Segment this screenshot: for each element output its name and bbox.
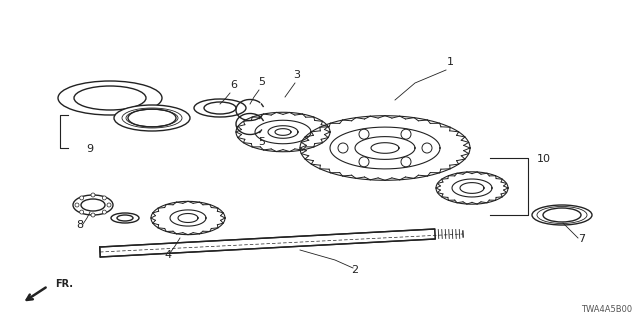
Ellipse shape: [73, 195, 113, 215]
Text: 6: 6: [230, 80, 237, 90]
Text: 5: 5: [259, 137, 266, 147]
Text: FR.: FR.: [55, 279, 73, 289]
Text: 3: 3: [294, 70, 301, 80]
Ellipse shape: [204, 102, 236, 114]
Ellipse shape: [117, 215, 133, 221]
Circle shape: [401, 157, 411, 167]
Ellipse shape: [543, 208, 581, 222]
Circle shape: [102, 196, 106, 200]
Circle shape: [75, 203, 79, 207]
Circle shape: [422, 143, 432, 153]
Polygon shape: [100, 229, 435, 257]
Circle shape: [80, 210, 84, 214]
Text: 9: 9: [86, 144, 93, 154]
Text: 2: 2: [351, 265, 358, 275]
Text: TWA4A5B00: TWA4A5B00: [581, 305, 632, 314]
Ellipse shape: [114, 105, 190, 131]
Circle shape: [102, 210, 106, 214]
Ellipse shape: [128, 109, 176, 127]
Ellipse shape: [81, 199, 105, 211]
Text: 4: 4: [164, 250, 172, 260]
Circle shape: [80, 196, 84, 200]
Circle shape: [338, 143, 348, 153]
Circle shape: [359, 157, 369, 167]
Circle shape: [359, 129, 369, 139]
Text: 8: 8: [76, 220, 84, 230]
Ellipse shape: [532, 205, 592, 225]
Ellipse shape: [58, 81, 162, 115]
Text: 10: 10: [537, 154, 551, 164]
Ellipse shape: [194, 99, 246, 117]
Circle shape: [91, 213, 95, 217]
Text: 7: 7: [579, 234, 586, 244]
Ellipse shape: [111, 213, 139, 223]
Circle shape: [91, 193, 95, 197]
Text: 1: 1: [447, 57, 454, 67]
Text: 5: 5: [259, 77, 266, 87]
Ellipse shape: [74, 86, 146, 110]
Circle shape: [107, 203, 111, 207]
Circle shape: [401, 129, 411, 139]
